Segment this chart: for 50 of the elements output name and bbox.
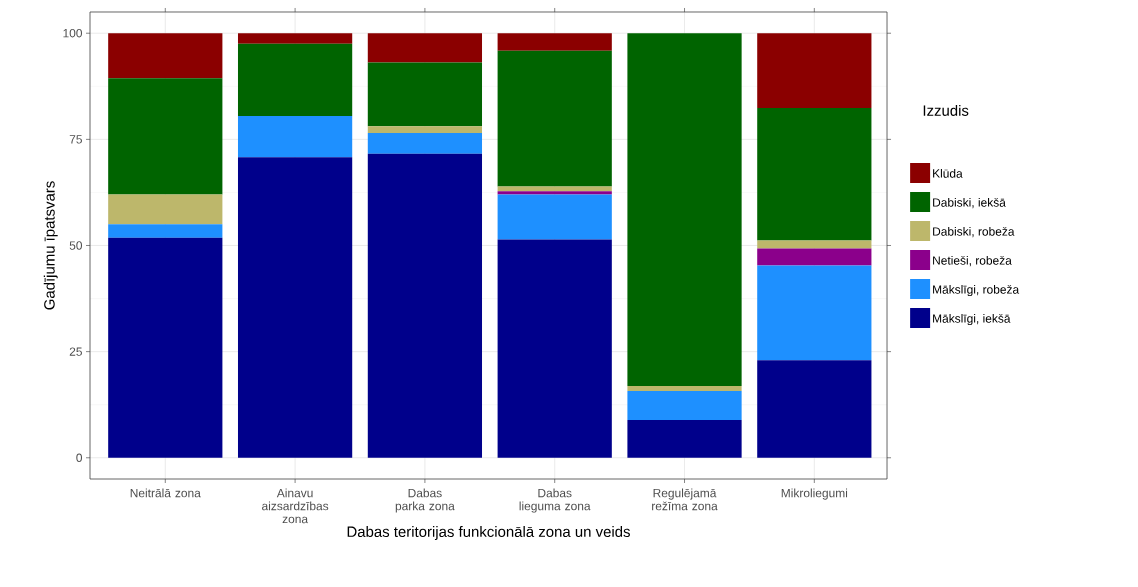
bar	[108, 33, 223, 79]
legend-label: Dabiski, iekšā	[933, 197, 1006, 209]
bar	[237, 33, 353, 44]
bar	[237, 116, 353, 158]
bar	[108, 224, 223, 238]
bar	[367, 33, 483, 63]
x-tick-label: Regulējamā režīma zona	[652, 488, 718, 511]
bar	[497, 194, 612, 240]
y-tick-label: 75	[69, 135, 82, 144]
bar	[757, 240, 872, 249]
bar	[237, 157, 353, 458]
bar	[367, 153, 483, 458]
bar	[108, 78, 223, 195]
y-tick-label: 25	[69, 347, 82, 356]
bar	[627, 386, 742, 392]
bar	[757, 360, 872, 458]
legend-label: Klūda	[933, 168, 963, 178]
x-tick-label: Mikroliegumi	[781, 488, 848, 500]
bar	[497, 239, 612, 458]
y-tick-label: 100	[63, 28, 83, 38]
legend-label: Mākslīgi, iekšā	[933, 313, 1011, 326]
legend-label: Mākslīgi, robeža	[933, 284, 1020, 297]
bar	[497, 33, 612, 51]
bar	[108, 237, 223, 458]
y-tick-label: 0	[76, 453, 83, 462]
bar	[367, 126, 483, 133]
y-axis-title: Gadījumu īpatsvars	[43, 181, 58, 310]
x-tick-label: Dabas parka zona	[395, 488, 455, 513]
x-tick-label: Dabas lieguma zona	[519, 488, 591, 513]
x-tick-label: Ainavu aizsardzības zona	[262, 488, 329, 524]
bar	[497, 50, 612, 187]
bar	[757, 107, 872, 241]
x-axis-title: Dabas teritorijas funkcionālā zona un veids	[347, 526, 630, 540]
legend-label: Netieši, robeža	[933, 255, 1012, 267]
bar	[627, 33, 742, 387]
bar	[757, 33, 872, 108]
bar	[627, 391, 742, 420]
legend-label: Dabiski, robeža	[933, 226, 1015, 238]
x-tick-label: Neitrālā zona	[130, 488, 201, 498]
bar	[367, 62, 483, 127]
bar	[497, 186, 612, 192]
bar	[237, 43, 353, 117]
bar	[108, 194, 223, 225]
bar	[757, 248, 872, 266]
y-tick-label: 50	[69, 241, 83, 250]
bar	[367, 132, 483, 154]
bar	[627, 419, 742, 458]
legend-title: Izzudis	[923, 104, 969, 116]
bar	[757, 265, 872, 361]
bar	[497, 191, 612, 195]
